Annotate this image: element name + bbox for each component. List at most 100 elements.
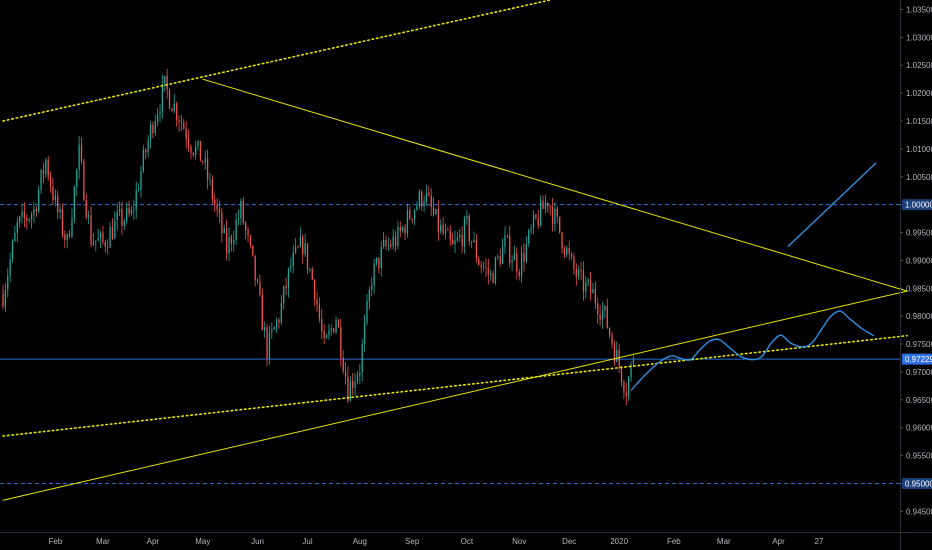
candle-body xyxy=(40,169,42,190)
candle-body xyxy=(45,159,47,174)
x-tick-label: Sep xyxy=(405,537,420,546)
candle-body xyxy=(26,217,28,221)
candle-body xyxy=(349,380,351,401)
x-tick-label: Jul xyxy=(302,537,312,546)
candle-body xyxy=(256,279,259,282)
x-tick-label: 27 xyxy=(815,537,824,546)
candle-body xyxy=(294,246,297,253)
candle-body xyxy=(47,159,49,177)
candle-body xyxy=(166,76,168,90)
candle-body xyxy=(425,192,428,202)
candle-body xyxy=(61,209,64,235)
candle-body xyxy=(611,335,613,345)
candle-body xyxy=(556,208,558,217)
trendline-3[interactable] xyxy=(2,334,908,437)
candle-body xyxy=(463,218,466,247)
candle-body xyxy=(159,111,161,115)
candle-body xyxy=(176,103,178,120)
candle-body xyxy=(423,201,425,207)
x-tick-label: Jun xyxy=(251,537,264,546)
candle-body xyxy=(568,248,570,254)
candle-body xyxy=(421,191,423,207)
candle-body xyxy=(478,258,480,266)
candle-body xyxy=(259,281,261,295)
candle-body xyxy=(302,236,304,255)
candle-body xyxy=(64,234,66,241)
candle-body xyxy=(468,215,470,242)
candle-body xyxy=(597,303,599,315)
candle-body xyxy=(195,146,197,155)
candle-body xyxy=(492,273,494,283)
candle-body xyxy=(413,210,416,219)
candle-body xyxy=(323,331,325,339)
candle-body xyxy=(7,275,9,290)
candle-body xyxy=(435,208,437,214)
candle-body xyxy=(68,234,71,237)
candle-body xyxy=(126,207,128,222)
candle-body xyxy=(135,190,137,210)
trendline-0[interactable] xyxy=(2,0,551,122)
candle-body xyxy=(33,208,35,215)
y-tick-label: 0.94500 xyxy=(906,507,932,516)
candle-body xyxy=(418,191,420,206)
candle-body xyxy=(601,310,604,320)
candle-body xyxy=(461,234,463,247)
candle-body xyxy=(278,320,280,323)
candle-body xyxy=(271,329,273,332)
candle-body xyxy=(578,269,580,277)
y-tick-label: 1.02000 xyxy=(906,89,932,98)
candle-body xyxy=(482,267,485,268)
candle-body xyxy=(380,247,382,269)
trendline-2[interactable] xyxy=(2,290,908,501)
candle-body xyxy=(530,228,532,231)
candle-body xyxy=(589,279,592,294)
candle-body xyxy=(525,243,528,262)
candle-body xyxy=(328,330,330,336)
candle-body xyxy=(544,202,547,209)
candle-body xyxy=(156,114,159,122)
candle-body xyxy=(340,327,342,358)
candle-body xyxy=(487,267,489,275)
candle-body xyxy=(549,206,551,208)
candle-body xyxy=(49,176,52,187)
candle-body xyxy=(183,122,185,130)
forecast-path-0[interactable] xyxy=(630,310,875,391)
candle-body xyxy=(394,236,397,247)
candle-body xyxy=(114,220,116,239)
candle-body xyxy=(371,285,373,290)
x-tick-label: Apr xyxy=(772,537,785,546)
candle-body xyxy=(252,245,254,256)
forecast-path-1[interactable] xyxy=(787,162,877,247)
candle-body xyxy=(375,257,378,264)
candle-body xyxy=(613,344,616,362)
trendline-1[interactable] xyxy=(202,78,908,292)
candle-body xyxy=(604,305,606,311)
candle-body xyxy=(554,208,556,225)
candle-body xyxy=(95,240,97,243)
candle-body xyxy=(318,304,321,319)
candle-body xyxy=(147,140,149,153)
candle-body xyxy=(406,210,409,234)
candle-body xyxy=(204,158,206,163)
candle-body xyxy=(373,263,375,286)
candle-body xyxy=(90,215,92,245)
candle-body xyxy=(187,138,190,147)
candle-body xyxy=(480,265,482,268)
candle-body xyxy=(180,121,183,123)
candle-body xyxy=(28,219,30,221)
candle-body xyxy=(359,372,361,376)
candle-body xyxy=(432,207,435,214)
candle-body xyxy=(287,268,290,289)
candle-body xyxy=(542,200,544,209)
candle-body xyxy=(363,322,366,345)
candle-body xyxy=(454,240,456,245)
candle-body xyxy=(513,253,516,261)
candle-body xyxy=(304,243,306,255)
